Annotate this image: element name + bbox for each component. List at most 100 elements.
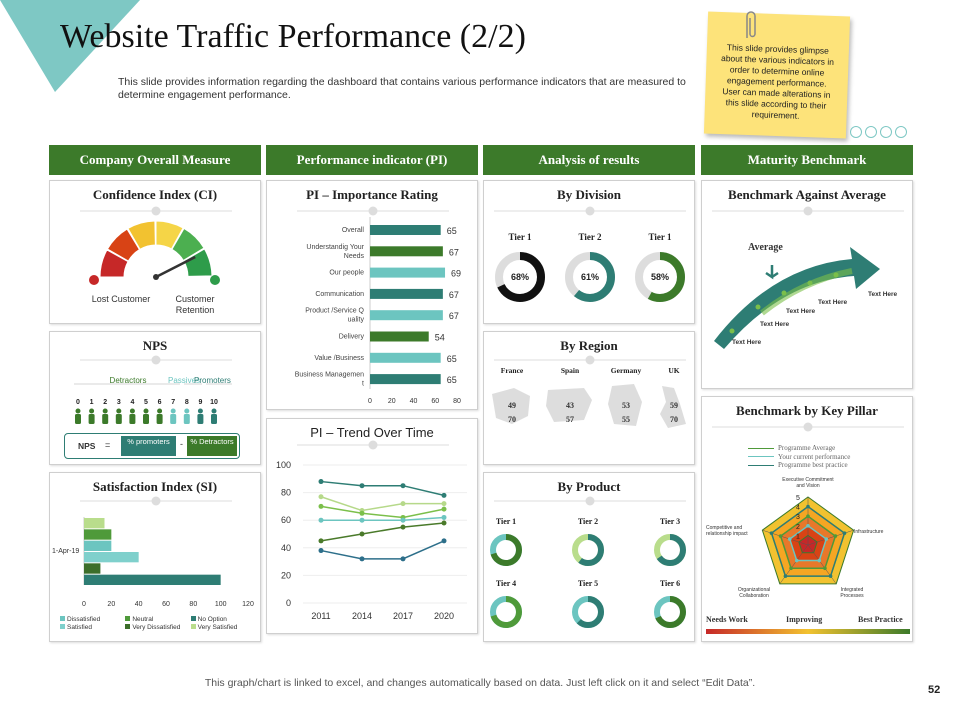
series-line	[321, 516, 445, 521]
growth-arrow	[714, 247, 880, 349]
header-performance-indicator: Performance indicator (PI)	[266, 145, 478, 175]
bar	[370, 288, 443, 299]
panel-importance-rating: PI – Importance Rating Overall 65 Understa…	[266, 180, 478, 410]
region-value: 55	[622, 415, 630, 424]
panel-title: By Product	[557, 479, 621, 494]
data-label: 65	[447, 375, 457, 385]
radar-point	[778, 534, 783, 538]
legend-label: Very Satisfied	[197, 624, 238, 631]
pillar-axis-3: Organizational Collaboration	[737, 587, 771, 599]
panel-title: PI – Trend Over Time	[310, 425, 434, 440]
region-value: 53	[622, 401, 630, 410]
donut-label: 61%	[581, 272, 599, 282]
dot-icon	[880, 126, 892, 138]
gradient-label-best-practice: Best Practice	[858, 615, 903, 624]
legend-item: Programme best practice	[748, 461, 850, 470]
region-value: 57	[566, 415, 574, 424]
data-point	[441, 506, 447, 512]
text-here-3: Text Here	[786, 308, 816, 315]
y-tick-label: 60	[281, 515, 291, 525]
gauge-segment	[127, 220, 156, 250]
nps-scale-label: 4	[130, 399, 134, 406]
si-legend: Dissatisfied Neutral No Option Satisfied Ver…	[60, 616, 256, 631]
data-label: 54	[435, 333, 445, 343]
person-icon	[211, 408, 217, 414]
series-line	[320, 505, 445, 519]
legend-label: Very Dissatisfied	[132, 624, 181, 631]
nps-scale-label: 0	[76, 399, 80, 406]
person-icon	[115, 414, 122, 424]
bar	[370, 352, 441, 363]
legend-swatch	[125, 624, 131, 629]
tier-label: Tier 4	[496, 579, 516, 588]
bar	[370, 374, 441, 385]
person-icon	[197, 414, 204, 424]
gauge-segment	[155, 220, 184, 250]
gradient-label-needs-work: Needs Work	[706, 615, 748, 624]
x-tick-label: 40	[135, 601, 143, 608]
data-label: 67	[449, 247, 459, 257]
category-label: Communication	[315, 291, 364, 298]
person-icon	[183, 414, 190, 424]
legend-label: No Option	[197, 616, 227, 623]
legend-swatch	[190, 624, 196, 629]
data-label: 67	[449, 290, 459, 300]
si-bar	[84, 574, 221, 585]
bar	[370, 310, 443, 321]
pillar-axis-0: Executive Commitment and Vision	[782, 477, 834, 489]
donut-value	[565, 252, 615, 302]
data-point	[359, 531, 365, 537]
person-icon	[129, 414, 136, 424]
sticky-note: This slide provides glimpse about the va…	[703, 11, 851, 139]
text-here-5: Text Here	[868, 291, 898, 298]
tier-label: Tier 2	[578, 517, 598, 526]
region-label: France	[501, 366, 524, 375]
nps-formula: NPS = % promoters - % Detractors	[64, 433, 240, 459]
data-label: 67	[449, 311, 459, 321]
nps-scale-label: 1	[90, 399, 94, 406]
panel-trend-over-time: PI – Trend Over Time 0 20 40 60 80 100 2011 201…	[266, 418, 478, 634]
series-line	[320, 496, 444, 512]
legend-swatch	[748, 456, 774, 458]
dot-icon	[895, 126, 907, 138]
nps-detractors-pct: % Detractors	[187, 436, 237, 456]
panel-title: Confidence Index (CI)	[92, 187, 218, 202]
legend-item: No Option	[190, 616, 256, 623]
region-value: 59	[670, 401, 678, 410]
region-value: 70	[670, 415, 678, 424]
x-tick-label: 60	[162, 601, 170, 608]
pillar-axis-2: Integrated Processes	[840, 587, 864, 599]
satisfaction-chart: 0 20 40 60 80 100 120	[80, 496, 254, 608]
legend-item: Very Satisfied	[190, 624, 256, 631]
tier-label: Tier 3	[660, 517, 680, 526]
nps-figure: 0 1 2 3 4 5 6 7 8 9 10	[74, 355, 232, 424]
category-label: Business Managemen	[295, 372, 364, 379]
radar-point	[824, 537, 829, 541]
data-point	[359, 556, 365, 562]
si-bar	[84, 563, 101, 574]
data-point	[441, 492, 447, 498]
x-tick-label: 2014	[352, 611, 372, 621]
legend-label: Satisfied	[67, 624, 92, 631]
data-label: 69	[451, 269, 461, 279]
nps-passives-label: Passives	[168, 376, 201, 385]
panel-title: PI – Importance Rating	[306, 187, 438, 202]
legend-item: Neutral	[125, 616, 190, 623]
data-point	[441, 514, 447, 520]
radar-point	[828, 574, 833, 578]
panel-by-division: By Division Tier 1 68% Tier 2 61% Tier 1 58%	[483, 180, 695, 324]
panel-by-product: By Product Tier 1 Tier 2 Tier 3 Tier 4 Tier …	[483, 472, 695, 642]
legend-swatch	[60, 624, 65, 629]
nps-formula-label: NPS	[78, 441, 96, 451]
x-tick-label: 100	[215, 601, 227, 608]
panel-title: Benchmark Against Average	[728, 187, 886, 202]
series-line	[320, 480, 445, 497]
gauge-needle	[155, 255, 196, 279]
trend-chart: 0 20 40 60 80 100 2011 2014 2017 2020	[276, 440, 467, 621]
product-chart: Tier 1 Tier 2 Tier 3 Tier 4 Tier 5 Tier 6	[490, 496, 686, 628]
person-icon	[129, 408, 135, 414]
radar-scale-label: 3	[796, 514, 800, 521]
footer-note: This graph/chart is linked to excel, and…	[204, 677, 756, 689]
data-point	[441, 501, 447, 507]
person-icon	[211, 414, 217, 424]
